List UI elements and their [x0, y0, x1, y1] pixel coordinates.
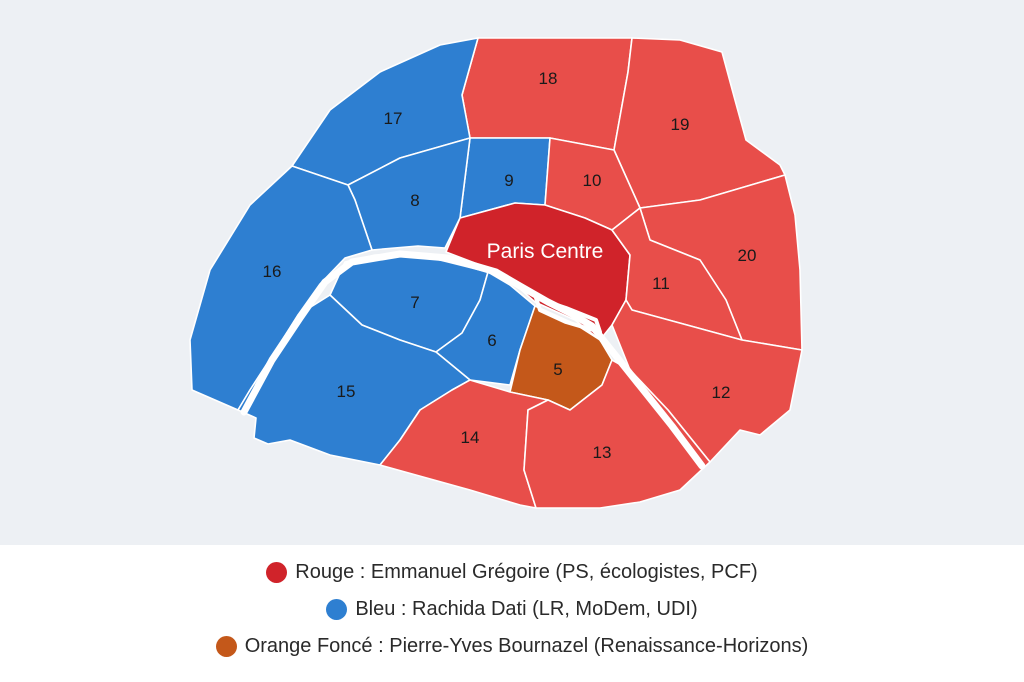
label-9: 9 [504, 171, 513, 190]
legend-label-bleu: Bleu : Rachida Dati (LR, MoDem, UDI) [355, 598, 698, 620]
label-6: 6 [487, 331, 496, 350]
label-14: 14 [461, 428, 480, 447]
map-area: 18 19 17 9 10 8 Paris Centre 20 16 11 7 … [0, 0, 1024, 545]
label-8: 8 [410, 191, 419, 210]
label-5: 5 [553, 360, 562, 379]
legend-item-orange: Orange Foncé : Pierre-Yves Bournazel (Re… [215, 628, 809, 665]
red-dot-icon [266, 562, 288, 583]
label-paris-centre: Paris Centre [487, 240, 604, 263]
arrondissement-15[interactable] [237, 294, 471, 466]
label-18: 18 [539, 69, 558, 88]
blue-dot-icon [326, 599, 348, 620]
label-12: 12 [712, 383, 731, 402]
arrondissement-13[interactable] [523, 359, 711, 509]
label-10: 10 [583, 171, 602, 190]
label-16: 16 [263, 262, 282, 281]
label-7: 7 [410, 293, 419, 312]
label-17: 17 [384, 109, 403, 128]
label-19: 19 [671, 115, 690, 134]
arrondissement-11[interactable] [611, 207, 743, 341]
label-15: 15 [337, 382, 356, 401]
arrondissement-6[interactable] [435, 271, 536, 386]
legend-label-rouge: Rouge : Emmanuel Grégoire (PS, écologist… [295, 561, 758, 583]
legend-label-orange: Orange Foncé : Pierre-Yves Bournazel (Re… [244, 635, 809, 657]
arrondissement-19[interactable] [613, 37, 786, 209]
orange-dot-icon [215, 636, 237, 657]
label-11: 11 [652, 274, 670, 293]
legend-item-bleu: Bleu : Rachida Dati (LR, MoDem, UDI) [326, 591, 698, 628]
arrondissement-18[interactable] [461, 37, 633, 151]
paris-map: 18 19 17 9 10 8 Paris Centre 20 16 11 7 … [189, 37, 803, 509]
label-20: 20 [738, 246, 757, 265]
legend: Rouge : Emmanuel Grégoire (PS, écologist… [0, 545, 1024, 682]
legend-item-rouge: Rouge : Emmanuel Grégoire (PS, écologist… [266, 554, 758, 591]
label-13: 13 [593, 443, 612, 462]
seine-river [240, 250, 706, 470]
ile-de-la-cite [534, 296, 602, 334]
